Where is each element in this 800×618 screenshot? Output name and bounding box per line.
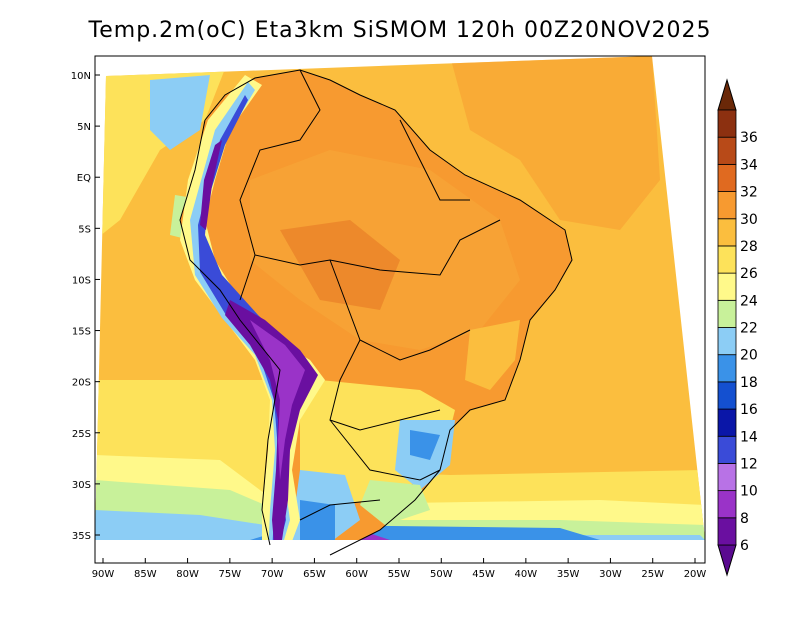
colorbar-swatch [717,109,737,138]
colorbar: 6 8 10 12 14 16 18 20 22 24 26 28 30 32 34 36 [717,78,758,577]
map-frame [94,55,706,564]
colorbar-swatch [717,354,737,383]
colorbar-swatch [717,463,737,492]
colorbar-high-arrow [717,78,737,111]
boundary-lines [179,69,573,556]
colorbar-label: 14 [740,429,758,445]
lon-tick-label: 55W [388,569,411,580]
lon-tick-label: 70W [261,569,284,580]
colorbar-label: 24 [740,293,758,309]
lat-tick-label: 20S [72,378,91,389]
colorbar-label: 8 [740,511,749,527]
colorbar-swatch [717,272,737,301]
colorbar-swatch [717,408,737,437]
lon-tick-label: 45W [472,569,495,580]
colorbar-swatch [717,136,737,165]
colorbar-label: 12 [740,456,758,472]
colorbar-label: 34 [740,157,758,173]
lat-tick-label: 25S [72,429,91,440]
lon-tick-label: 65W [303,569,326,580]
lon-tick-label: 35W [557,569,580,580]
lat-tick-label: 5N [77,122,91,133]
lon-tick-label: 75W [219,569,242,580]
colorbar-label: 32 [740,185,758,201]
lon-tick-label: 90W [92,569,115,580]
lat-tick-label: 10N [71,71,91,82]
colorbar-swatch [717,517,737,546]
lon-tick-label: 50W [430,569,453,580]
colorbar-swatch [717,163,737,192]
colorbar-label: 18 [740,375,758,391]
latitude-axis: 10N 5N EQ 5S 10S 15S 20S 25S 30S 35S [71,71,100,542]
colorbar-swatch [717,381,737,410]
lat-tick-label: 15S [72,327,91,338]
colorbar-swatch [717,490,737,519]
colorbar-label: 10 [740,484,758,500]
colorbar-swatch [717,327,737,356]
lon-tick-label: 85W [134,569,157,580]
lon-tick-label: 20W [684,569,707,580]
map-title: Temp.2m(oC) Eta3km SiSMOM 120h 00Z20NOV2… [88,18,712,43]
colorbar-label: 28 [740,239,758,255]
lon-tick-label: 80W [176,569,199,580]
colorbar-swatch [717,245,737,274]
longitude-axis: 90W 85W 80W 75W 70W 65W 60W 55W 50W 45W 40W 35W 30W 2… [92,558,707,580]
lon-tick-label: 40W [515,569,538,580]
lat-tick-label: 10S [72,275,91,286]
colorbar-label: 6 [740,538,749,554]
colorbar-swatch [717,299,737,328]
lat-tick-label: EQ [77,173,91,184]
lat-tick-label: 35S [72,531,91,542]
colorbar-label: 26 [740,266,758,282]
lat-tick-label: 30S [72,480,91,491]
colorbar-label: 36 [740,130,758,146]
temperature-field [95,56,705,563]
lon-tick-label: 25W [641,569,664,580]
colorbar-label: 30 [740,212,758,228]
colorbar-label: 20 [740,348,758,364]
colorbar-low-arrow [717,544,737,577]
colorbar-swatch [717,435,737,464]
colorbar-swatch [717,218,737,247]
lon-tick-label: 60W [345,569,368,580]
lon-tick-label: 30W [599,569,622,580]
colorbar-swatch [717,191,737,220]
lat-tick-label: 5S [78,224,91,235]
colorbar-label: 16 [740,402,758,418]
colorbar-label: 22 [740,321,758,337]
